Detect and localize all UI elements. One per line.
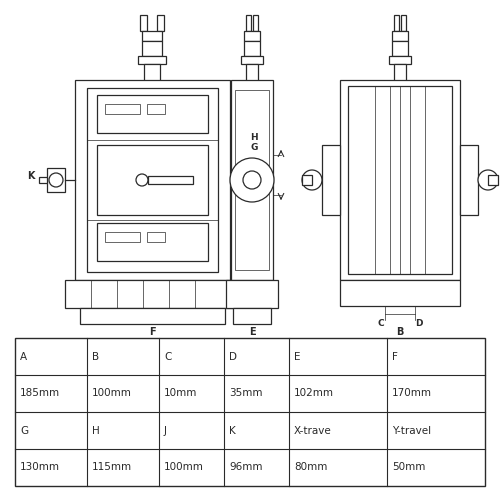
Bar [340, 80, 460, 280]
Bar [142, 41, 162, 56]
Text: 100mm: 100mm [92, 388, 132, 398]
Text: 115mm: 115mm [92, 462, 132, 472]
Bar [97, 223, 208, 261]
Bar [157, 15, 164, 31]
Bar [142, 31, 162, 41]
Text: X-trave: X-trave [294, 426, 332, 436]
Bar [401, 15, 406, 31]
Text: K: K [229, 426, 236, 436]
Text: B: B [396, 327, 404, 337]
Bar [394, 64, 406, 81]
Bar [80, 308, 225, 324]
Text: F: F [392, 352, 398, 362]
Bar [246, 15, 251, 31]
Bar [302, 175, 312, 185]
Circle shape [243, 171, 261, 189]
Text: 185mm: 185mm [20, 388, 60, 398]
Bar [75, 80, 230, 280]
Bar [147, 232, 165, 242]
Bar [39, 177, 47, 183]
Text: G: G [20, 426, 28, 436]
Text: D: D [229, 352, 237, 362]
Bar [392, 41, 408, 56]
Text: K: K [27, 171, 35, 181]
Bar [105, 104, 140, 114]
Text: 170mm: 170mm [392, 388, 432, 398]
Bar [87, 88, 218, 272]
Text: 10mm: 10mm [164, 388, 198, 398]
Text: C: C [164, 352, 172, 362]
Text: H: H [92, 426, 100, 436]
Text: F: F [148, 327, 156, 337]
Bar [389, 56, 411, 64]
Text: C: C [378, 320, 384, 328]
Bar [244, 41, 260, 56]
Bar [138, 56, 166, 64]
Bar [253, 15, 258, 31]
Bar [233, 308, 271, 324]
Bar [231, 80, 273, 280]
Text: H: H [250, 132, 258, 141]
Text: 80mm: 80mm [294, 462, 328, 472]
Bar [348, 86, 452, 274]
Text: Y-travel: Y-travel [392, 426, 431, 436]
Circle shape [302, 170, 322, 190]
Bar [140, 15, 147, 31]
Bar [97, 95, 208, 133]
Text: 130mm: 130mm [20, 462, 60, 472]
Bar [392, 31, 408, 41]
Text: 35mm: 35mm [229, 388, 262, 398]
Bar [105, 232, 140, 242]
Text: E: E [248, 327, 256, 337]
Bar [148, 176, 193, 184]
Bar [226, 280, 278, 308]
Bar [340, 280, 460, 306]
Text: 100mm: 100mm [164, 462, 204, 472]
Bar [460, 145, 478, 215]
Bar [65, 280, 240, 308]
Bar [322, 145, 340, 215]
Circle shape [49, 173, 63, 187]
Bar [147, 104, 165, 114]
Text: 50mm: 50mm [392, 462, 426, 472]
Text: E: E [294, 352, 300, 362]
Bar [47, 168, 65, 192]
Circle shape [230, 158, 274, 202]
Bar [394, 15, 399, 31]
Bar [488, 175, 498, 185]
Text: 102mm: 102mm [294, 388, 334, 398]
Text: J: J [164, 426, 167, 436]
Bar [246, 64, 258, 81]
Bar [235, 90, 269, 270]
Text: B: B [92, 352, 99, 362]
Circle shape [478, 170, 498, 190]
Text: G: G [250, 144, 258, 152]
Text: D: D [415, 320, 423, 328]
Bar [144, 64, 160, 81]
Bar [241, 56, 263, 64]
Text: 96mm: 96mm [229, 462, 262, 472]
Bar [15, 338, 485, 486]
Circle shape [136, 174, 148, 186]
Bar [97, 145, 208, 215]
Bar [244, 31, 260, 41]
Text: A: A [20, 352, 27, 362]
